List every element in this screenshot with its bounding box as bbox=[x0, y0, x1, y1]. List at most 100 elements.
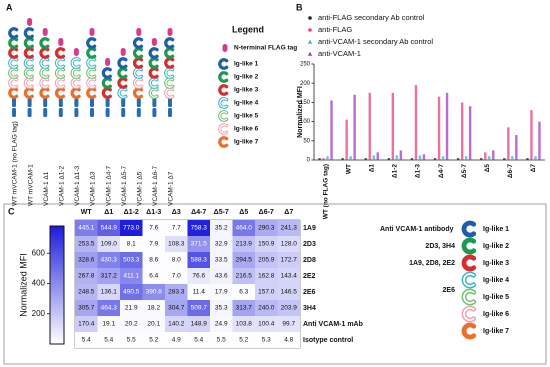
domain bbox=[164, 37, 175, 49]
bar bbox=[376, 152, 379, 160]
heatmap-cell bbox=[255, 252, 278, 268]
domain bbox=[461, 254, 477, 272]
cell-label: 588.3 bbox=[191, 257, 208, 264]
heatmap-cell bbox=[187, 252, 210, 268]
domain bbox=[218, 84, 229, 96]
cell-label: 5.5 bbox=[127, 337, 136, 344]
heatmap-cell bbox=[75, 300, 98, 316]
cell-label: 304.7 bbox=[168, 305, 185, 312]
domain bbox=[132, 37, 144, 49]
cell-label: 136.1 bbox=[101, 289, 118, 296]
heatmap-cell bbox=[210, 220, 233, 236]
stalk bbox=[90, 98, 94, 107]
cell-label: 5.4 bbox=[194, 337, 203, 344]
bar bbox=[538, 121, 541, 160]
flag-tag bbox=[58, 38, 64, 46]
domain bbox=[117, 57, 128, 69]
cell-label: 267.8 bbox=[78, 273, 95, 280]
construct-label: VCAM-1 Δ5-7 bbox=[121, 166, 128, 206]
stalk bbox=[168, 108, 172, 117]
bar bbox=[418, 155, 422, 160]
bar bbox=[515, 135, 518, 160]
stalk bbox=[90, 108, 94, 117]
cell-label: 33.5 bbox=[215, 257, 228, 264]
cell-label: 7.7 bbox=[172, 225, 181, 232]
bar bbox=[526, 158, 529, 160]
stalk bbox=[58, 108, 63, 117]
cell-label: 143.4 bbox=[281, 273, 298, 280]
cell-label: 32.9 bbox=[215, 241, 228, 248]
domain-inner bbox=[24, 68, 33, 78]
cell-label: 162.8 bbox=[258, 273, 275, 280]
heatmap-cell bbox=[255, 268, 278, 284]
stalk bbox=[12, 108, 16, 117]
domain bbox=[39, 47, 50, 59]
domain bbox=[461, 237, 477, 255]
stalk bbox=[27, 108, 32, 117]
heatmap-cell bbox=[142, 236, 165, 252]
cell-label: 6.4 bbox=[149, 273, 158, 280]
cell-label: 240.0 bbox=[258, 305, 275, 312]
bar bbox=[507, 127, 510, 160]
domain bbox=[54, 47, 66, 59]
heatmap-cell bbox=[75, 332, 98, 348]
domain bbox=[8, 27, 19, 39]
heatmap-cell bbox=[142, 332, 165, 348]
heatmap-cell bbox=[255, 316, 278, 332]
cell-label: 172.7 bbox=[281, 257, 298, 264]
colorbar bbox=[49, 225, 65, 345]
cell-label: 170.4 bbox=[78, 321, 95, 328]
domain-inner bbox=[87, 68, 96, 78]
bar bbox=[484, 152, 487, 160]
heatmap-cell bbox=[277, 252, 300, 268]
x-tick-label: Δ1-3 bbox=[415, 164, 422, 178]
row-label: 2D3 bbox=[303, 241, 316, 248]
domain-inner bbox=[133, 68, 143, 78]
domain-inner bbox=[463, 307, 475, 321]
column-label: Δ5-7 bbox=[214, 209, 229, 216]
heatmap-cell bbox=[120, 268, 143, 284]
heatmap-cell bbox=[187, 284, 210, 300]
cell-label: 390.8 bbox=[146, 289, 163, 296]
heatmap-cell bbox=[97, 332, 120, 348]
legend-label: Ig-like 7 bbox=[234, 139, 259, 146]
legend-label: anti-FLAG secondary Ab control bbox=[318, 13, 425, 22]
cell-label: 305.7 bbox=[78, 305, 95, 312]
y-axis-label: Normalized MFI bbox=[297, 86, 304, 138]
domain bbox=[148, 47, 159, 59]
heatmap-cell bbox=[255, 284, 278, 300]
heatmap-cell bbox=[75, 252, 98, 268]
antibody-group: 2D3, 3H4 bbox=[425, 243, 455, 250]
bar bbox=[456, 158, 460, 160]
heatmap-cell bbox=[142, 300, 165, 316]
cell-label: 758.3 bbox=[191, 225, 208, 232]
cell-label: 241.3 bbox=[281, 225, 298, 232]
heatmap-cell bbox=[165, 236, 188, 252]
domain-inner bbox=[55, 78, 65, 88]
legend-title: Legend bbox=[232, 24, 264, 34]
row-label: Anti VCAM-1 mAb bbox=[303, 321, 363, 328]
stalk bbox=[152, 98, 157, 107]
cell-label: 7.6 bbox=[149, 225, 158, 232]
y-tick-label: 250 bbox=[300, 62, 311, 68]
domain-inner bbox=[87, 78, 96, 88]
construct-label: VCAM-1 Δ5 bbox=[137, 171, 144, 206]
domain bbox=[86, 87, 97, 99]
heatmap-cell bbox=[232, 268, 255, 284]
row-label: Isotype control bbox=[303, 337, 353, 344]
panel-label: A bbox=[6, 2, 13, 12]
heatmap-cell bbox=[165, 284, 188, 300]
legend-label: anti-VCAM-1 bbox=[318, 49, 361, 58]
heatmap-cell bbox=[187, 220, 210, 236]
column-label: Δ3 bbox=[172, 209, 181, 216]
heatmap-cell bbox=[232, 252, 255, 268]
heatmap-cell bbox=[187, 236, 210, 252]
heatmap-cell bbox=[97, 268, 120, 284]
domain-inner bbox=[149, 78, 158, 88]
cell-label: 35.3 bbox=[215, 305, 228, 312]
y-tick-label: 0 bbox=[307, 158, 311, 164]
cell-label: 371.5 bbox=[191, 241, 208, 248]
legend-label: Ig-like 1 bbox=[234, 61, 259, 68]
stalk bbox=[12, 98, 16, 107]
cell-label: 5.3 bbox=[262, 337, 271, 344]
